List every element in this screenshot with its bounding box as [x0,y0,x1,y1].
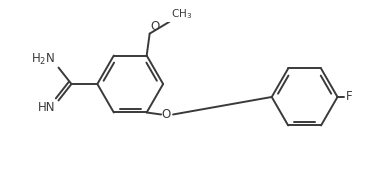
Text: F: F [346,90,352,103]
Text: CH$_3$: CH$_3$ [170,7,192,21]
Text: HN: HN [37,101,55,114]
Text: O: O [150,20,160,33]
Text: H$_2$N: H$_2$N [31,52,55,67]
Text: O: O [161,108,171,121]
